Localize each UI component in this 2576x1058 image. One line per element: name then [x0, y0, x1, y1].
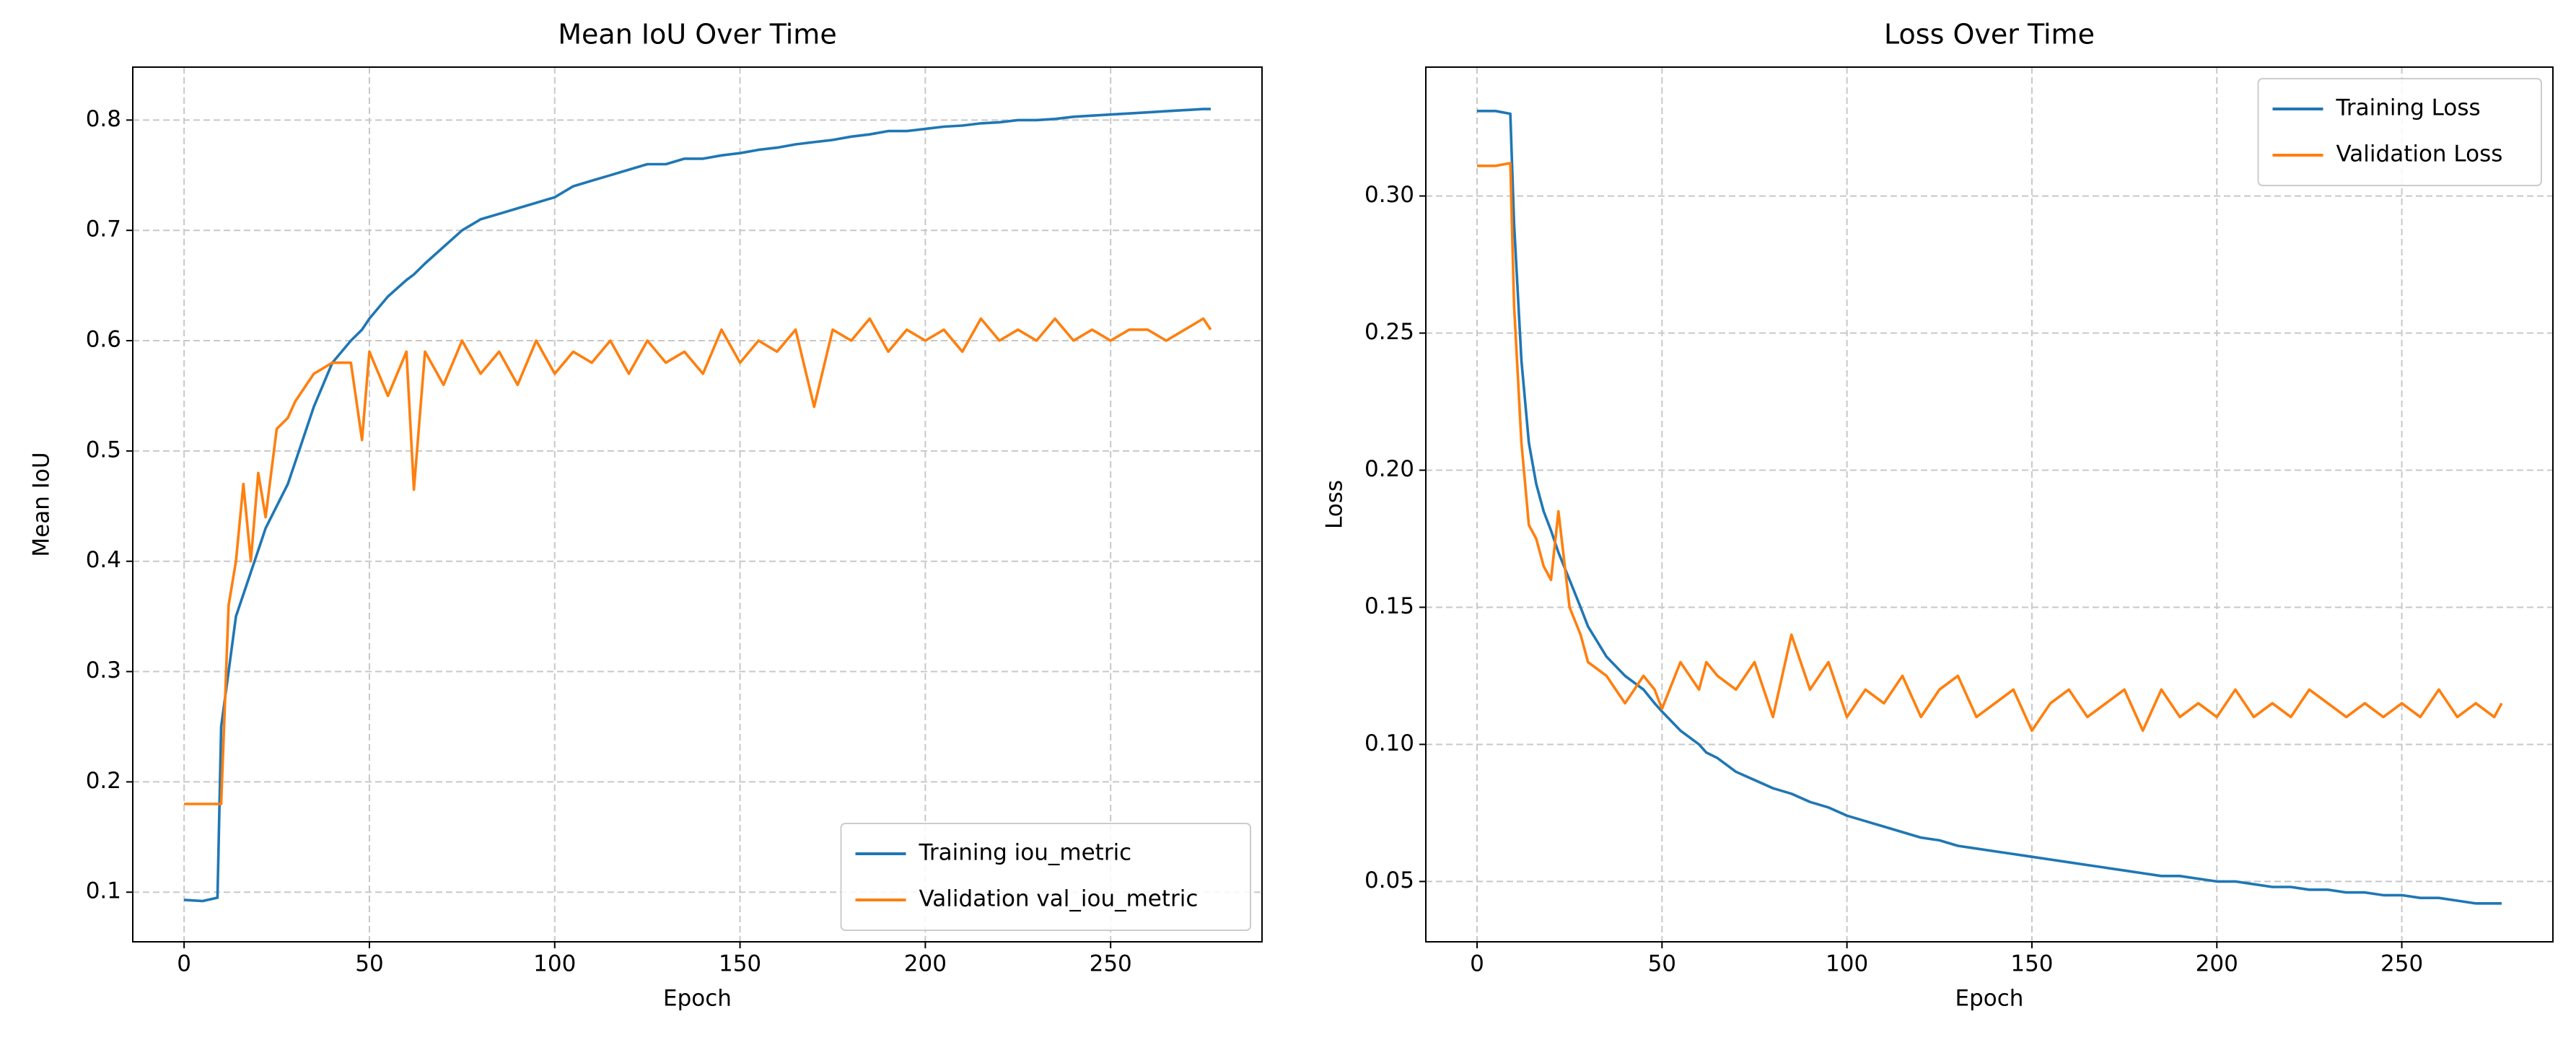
- y-tick-label: 0.4: [86, 547, 121, 573]
- legend: Training iou_metric Validation val_iou_me…: [840, 823, 1251, 931]
- plot: 0 50 100 150 200 250 0.05 0.10 0.15 0.20 0.25 0.30 L…: [1322, 19, 2554, 1012]
- y-tick-label: 0.6: [86, 327, 121, 353]
- legend-box: [2257, 78, 2542, 186]
- data-line: [1477, 162, 2503, 733]
- x-axis-label: Epoch: [1955, 986, 2024, 1012]
- y-tick-label: 0.30: [1364, 182, 1414, 208]
- x-tick-label: 150: [719, 951, 761, 977]
- axes-frame: [132, 66, 1263, 943]
- data-line: [1477, 110, 2502, 905]
- legend-label: Validation val_iou_metric: [919, 886, 1199, 912]
- plot-area: [1426, 67, 2553, 942]
- y-tick-label: 0.20: [1364, 456, 1414, 482]
- legend-label: Training iou_metric: [919, 840, 1132, 866]
- x-tick-label: 100: [533, 951, 576, 977]
- x-tick-label: 200: [2196, 951, 2238, 977]
- y-axis-label: Mean IoU: [29, 452, 55, 556]
- y-tick-label: 0.3: [86, 657, 121, 683]
- legend-label: Validation Loss: [2336, 141, 2503, 167]
- x-tick-label: 250: [2380, 951, 2423, 977]
- x-tick-label: 200: [904, 951, 947, 977]
- chart-title: Mean IoU Over Time: [558, 19, 836, 51]
- axes-frame: [1425, 66, 2554, 943]
- legend-box: [840, 823, 1251, 931]
- y-tick-label: 0.8: [86, 106, 121, 132]
- y-tick-label: 0.1: [86, 878, 121, 904]
- y-tick-label: 0.05: [1364, 867, 1414, 893]
- chart-title: Loss Over Time: [1884, 19, 2095, 51]
- x-tick-label: 50: [1648, 951, 1676, 977]
- data-line: [184, 317, 1212, 805]
- y-tick-label: 0.5: [86, 437, 121, 463]
- y-tick-label: 0.2: [86, 768, 121, 794]
- y-tick-label: 0.25: [1364, 319, 1414, 345]
- plot: 0 50 100 150 200 250 0.1 0.2 0.3 0.4 0.5 0.6 0.7 0.8 M…: [29, 19, 1263, 1012]
- x-axis-label: Epoch: [663, 986, 732, 1012]
- x-tick-label: 0: [177, 951, 191, 977]
- x-tick-label: 250: [1090, 951, 1132, 977]
- y-tick-label: 0.15: [1364, 593, 1414, 619]
- legend-label: Training Loss: [2336, 95, 2481, 121]
- x-tick-label: 150: [2010, 951, 2053, 977]
- legend: Training Loss Validation Loss: [2257, 78, 2542, 186]
- y-axis-label: Loss: [1322, 480, 1348, 529]
- y-tick-label: 0.10: [1364, 730, 1414, 756]
- plot-area: [133, 67, 1262, 942]
- x-tick-label: 100: [1826, 951, 1868, 977]
- y-tick-label: 0.7: [86, 217, 121, 242]
- x-tick-label: 50: [355, 951, 383, 977]
- data-line: [183, 108, 1211, 903]
- x-tick-label: 0: [1470, 951, 1484, 977]
